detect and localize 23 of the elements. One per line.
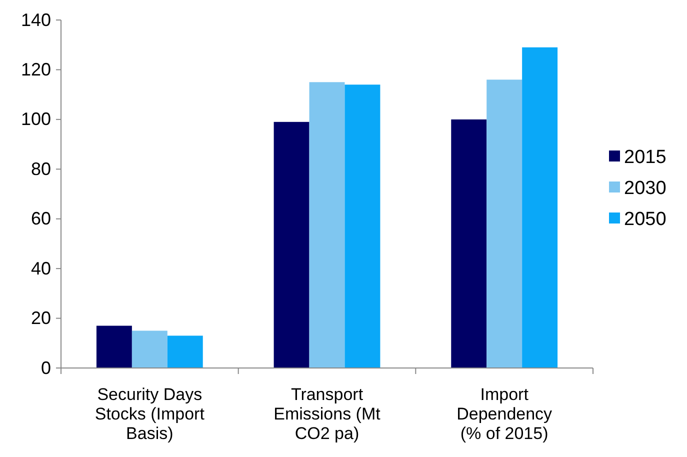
y-tick-label: 0 <box>40 358 51 378</box>
y-tick-label: 20 <box>30 308 51 328</box>
legend-label: 2030 <box>624 178 666 200</box>
legend-label: 2015 <box>624 147 666 168</box>
y-tick-label: 60 <box>30 208 51 229</box>
x-tick-label: Import Dependency (% of 2015) <box>456 385 553 444</box>
y-tick-label: 80 <box>30 158 51 179</box>
y-tick-label: 40 <box>30 258 51 278</box>
bar <box>274 122 310 368</box>
y-tick-label: 100 <box>20 109 51 130</box>
bar <box>451 119 487 368</box>
x-tick-label: Security Days Stocks (Import Basis) <box>94 385 205 444</box>
legend-label: 2050 <box>624 209 666 230</box>
y-tick-label: 120 <box>20 59 51 80</box>
bar <box>522 47 558 368</box>
bar <box>486 80 522 368</box>
bar <box>309 82 345 368</box>
bar <box>96 326 132 368</box>
bar <box>344 84 380 368</box>
x-tick-label: Transport Emissions (Mt CO2 pa) <box>274 385 381 444</box>
bar <box>167 336 203 368</box>
bar <box>132 330 168 368</box>
y-tick-label: 140 <box>20 10 51 30</box>
